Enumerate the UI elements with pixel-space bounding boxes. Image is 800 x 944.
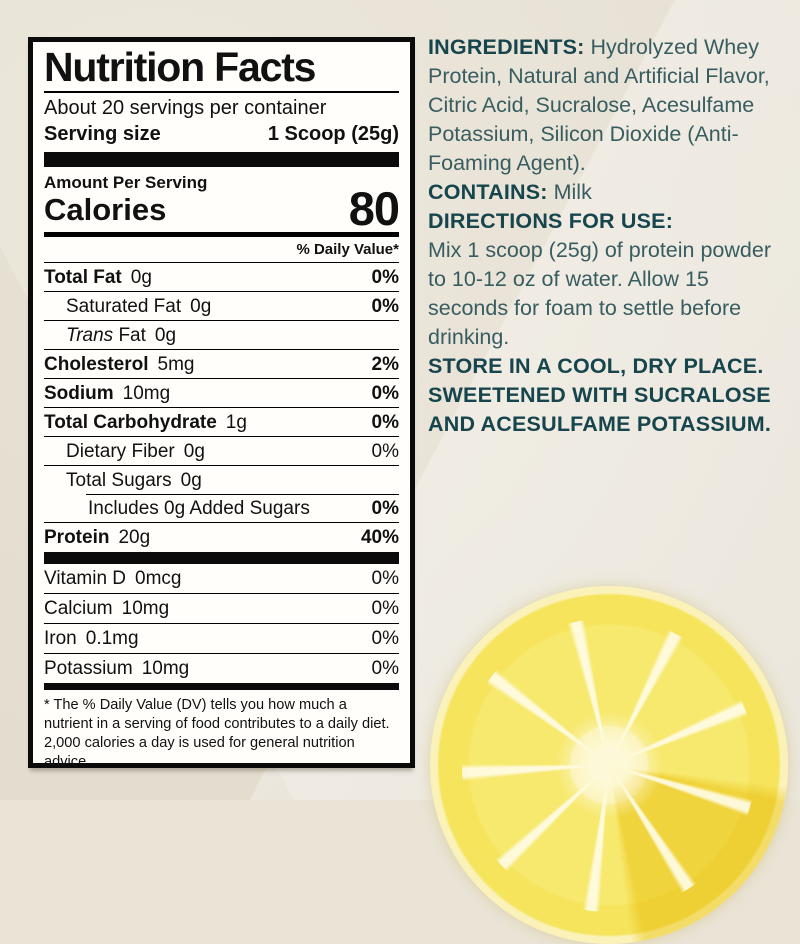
- directions-heading: DIRECTIONS FOR USE:: [428, 209, 674, 233]
- nutrient-amount: 0g: [190, 295, 212, 317]
- amount-per-serving-label: Amount Per Serving: [44, 173, 208, 193]
- daily-value-footnote: * The % Daily Value (DV) tells you how m…: [44, 697, 390, 771]
- nutrient-amount: 0.1mg: [85, 628, 139, 650]
- medium-divider-bar: [44, 683, 399, 691]
- nutrient-row: Dietary Fiber 0g 0%: [44, 436, 399, 465]
- thick-divider-bar: [44, 152, 399, 168]
- lemon-slice-image: [430, 586, 788, 944]
- nutrient-row: Calcium 10mg 0%: [44, 593, 399, 623]
- nutrient-daily-value: 0%: [371, 598, 399, 620]
- nutrient-row: Iron 0.1mg 0%: [44, 623, 399, 653]
- nutrient-name: Includes 0g Added Sugars: [88, 497, 310, 519]
- nutrient-name: Potassium 10mg: [44, 658, 190, 680]
- nutrition-facts-panel: Nutrition Facts About 20 servings per co…: [28, 37, 415, 770]
- divider: [44, 232, 399, 238]
- directions-paragraph: DIRECTIONS FOR USE: Mix 1 scoop (25g) of …: [428, 207, 792, 352]
- nutrient-name: Total Carbohydrate 1g: [44, 411, 247, 433]
- nutrient-daily-value: 0%: [371, 568, 399, 590]
- sweetener-note: SWEETENED WITH SUCRALOSE AND ACESULFAME …: [428, 383, 772, 436]
- lemon-segments: [462, 618, 756, 912]
- nutrient-daily-value: 0%: [371, 295, 399, 317]
- divider: [44, 91, 399, 94]
- nutrient-row: Total Carbohydrate 1g 0%: [44, 407, 399, 436]
- nutrient-daily-value: 0%: [371, 266, 399, 288]
- nutrient-name: Calcium 10mg: [44, 598, 170, 620]
- nutrient-row: Cholesterol 5mg 2%: [44, 349, 399, 378]
- nutrient-amount: 10mg: [121, 598, 170, 620]
- contains-paragraph: CONTAINS: Milk: [428, 178, 792, 207]
- ingredients-heading: INGREDIENTS:: [428, 35, 585, 59]
- serving-size-row: Serving size 1 Scoop (25g): [44, 121, 399, 152]
- nutrient-amount: 0g: [180, 469, 202, 491]
- storage-note: STORE IN A COOL, DRY PLACE.: [428, 354, 764, 378]
- nutrient-daily-value: 0%: [371, 658, 399, 680]
- nutrient-name: Total Fat 0g: [44, 266, 152, 288]
- calories-label: Calories: [44, 192, 167, 228]
- directions-text: Mix 1 scoop (25g) of protein powder to 1…: [428, 238, 771, 349]
- nutrient-row: Includes 0g Added Sugars 0%: [44, 494, 399, 522]
- nutrient-row: Total Fat 0g 0%: [44, 262, 399, 291]
- calories-value: 80: [348, 182, 400, 236]
- nutrient-amount: 0g: [183, 440, 205, 462]
- nutrient-amount: 10mg: [141, 658, 190, 680]
- nutrient-amount: 10mg: [122, 382, 171, 404]
- nutrient-row: Saturated Fat 0g 0%: [44, 291, 399, 320]
- nutrient-name: Sodium 10mg: [44, 382, 171, 404]
- nutrient-daily-value: 0%: [371, 440, 399, 462]
- nutrient-amount: 0g: [130, 266, 152, 288]
- nutrient-row: Protein 20g 40%: [44, 522, 399, 551]
- product-info-column: INGREDIENTS: Hydrolyzed Whey Protein, Na…: [428, 33, 792, 439]
- nutrient-row: Potassium 10mg 0%: [44, 653, 399, 683]
- nutrient-amount: 1g: [225, 411, 247, 433]
- nutrient-name: Trans Fat 0g: [66, 324, 177, 346]
- nutrient-row: Sodium 10mg 0%: [44, 378, 399, 407]
- vitamin-mineral-rows: Vitamin D 0mcg 0% Calcium 10mg 0% Iron 0.1mg 0% P…: [44, 564, 399, 683]
- nutrient-name: Cholesterol 5mg: [44, 353, 195, 375]
- nutrient-daily-value: 0%: [371, 382, 399, 404]
- thick-divider-bar: [44, 552, 399, 565]
- nutrient-name: Dietary Fiber 0g: [66, 440, 205, 462]
- nutrient-daily-value: 40%: [360, 526, 399, 548]
- nutrient-daily-value: 0%: [371, 411, 399, 433]
- nutrient-amount: 0mcg: [135, 568, 182, 590]
- nutrient-daily-value: 0%: [371, 628, 399, 650]
- nutrient-name: Vitamin D 0mcg: [44, 568, 182, 590]
- nutrient-row: Total Sugars 0g: [44, 465, 399, 494]
- servings-per-container: About 20 servings per container: [44, 97, 327, 120]
- daily-value-header: % Daily Value*: [296, 241, 399, 259]
- contains-text: Milk: [547, 180, 592, 204]
- nutrient-amount: 20g: [118, 526, 151, 548]
- serving-size-value: 1 Scoop (25g): [267, 123, 399, 146]
- nutrient-daily-value: 2%: [371, 353, 399, 375]
- nutrient-name: Protein 20g: [44, 526, 151, 548]
- ingredients-paragraph: INGREDIENTS: Hydrolyzed Whey Protein, Na…: [428, 33, 792, 178]
- calories-row: Calories 80: [44, 182, 400, 236]
- nutrient-amount: 5mg: [157, 353, 195, 375]
- nutrition-facts-title: Nutrition Facts: [44, 44, 316, 90]
- nutrient-amount: 0g: [154, 324, 177, 346]
- nutrient-name: Saturated Fat 0g: [66, 295, 212, 317]
- nutrient-row: Trans Fat 0g: [44, 320, 399, 349]
- nutrient-row: Vitamin D 0mcg 0%: [44, 564, 399, 593]
- serving-size-label: Serving size: [44, 123, 161, 146]
- ingredients-text: Hydrolyzed Whey Protein, Natural and Art…: [428, 35, 770, 175]
- nutrient-name: Iron 0.1mg: [44, 628, 139, 650]
- nutrient-rows: Total Fat 0g 0% Saturated Fat 0g 0% Trans Fat 0…: [44, 262, 399, 551]
- nutrient-daily-value: 0%: [371, 497, 399, 519]
- nutrient-name: Total Sugars 0g: [66, 469, 202, 491]
- contains-heading: CONTAINS:: [428, 180, 548, 204]
